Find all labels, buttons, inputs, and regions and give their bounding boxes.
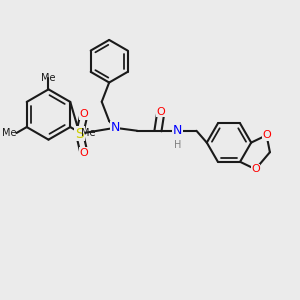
- Text: O: O: [80, 110, 88, 119]
- Text: Me: Me: [80, 128, 95, 138]
- Text: H: H: [173, 140, 181, 150]
- Text: Me: Me: [2, 128, 16, 138]
- Text: O: O: [157, 106, 165, 116]
- Text: N: N: [110, 121, 120, 134]
- Text: N: N: [172, 124, 182, 137]
- Text: O: O: [262, 130, 271, 140]
- Text: O: O: [80, 148, 88, 158]
- Text: Me: Me: [41, 73, 56, 82]
- Text: O: O: [251, 164, 260, 174]
- Text: S: S: [75, 127, 84, 141]
